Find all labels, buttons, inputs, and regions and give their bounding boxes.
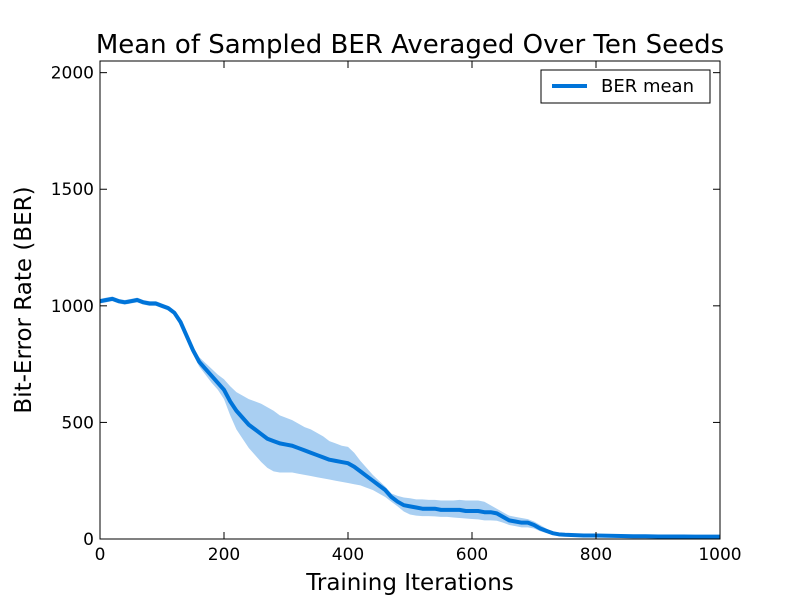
y-tick-label: 500 (62, 413, 94, 433)
x-tick-label: 0 (95, 545, 106, 565)
plot-frame (99, 60, 721, 540)
x-tick-label: 200 (208, 545, 240, 565)
y-tick-label: 0 (83, 530, 94, 550)
legend-label-ber-mean: BER mean (601, 76, 694, 97)
y-tick-label: 2000 (51, 64, 94, 84)
x-tick-label: 800 (580, 545, 612, 565)
plot-area: 0 200 400 600 800 1000 0 500 1000 1500 2000 (51, 60, 742, 565)
legend: BER mean (540, 69, 711, 104)
y-axis-label: Bit-Error Rate (BER) (11, 186, 37, 413)
y-tick-label: 1000 (51, 297, 94, 317)
series-layer (99, 296, 720, 539)
x-tick-label: 400 (332, 545, 364, 565)
x-tick-label: 600 (456, 545, 488, 565)
x-axis-label: Training Iterations (305, 570, 514, 596)
plot-background (100, 61, 720, 539)
ber-mean-line (99, 296, 720, 539)
x-tick-label: 1000 (698, 545, 741, 565)
y-tick-label: 1500 (51, 180, 94, 200)
y-axis-ticks: 0 500 1000 1500 2000 (51, 64, 720, 550)
chart-title: Mean of Sampled BER Averaged Over Ten Se… (96, 30, 724, 60)
